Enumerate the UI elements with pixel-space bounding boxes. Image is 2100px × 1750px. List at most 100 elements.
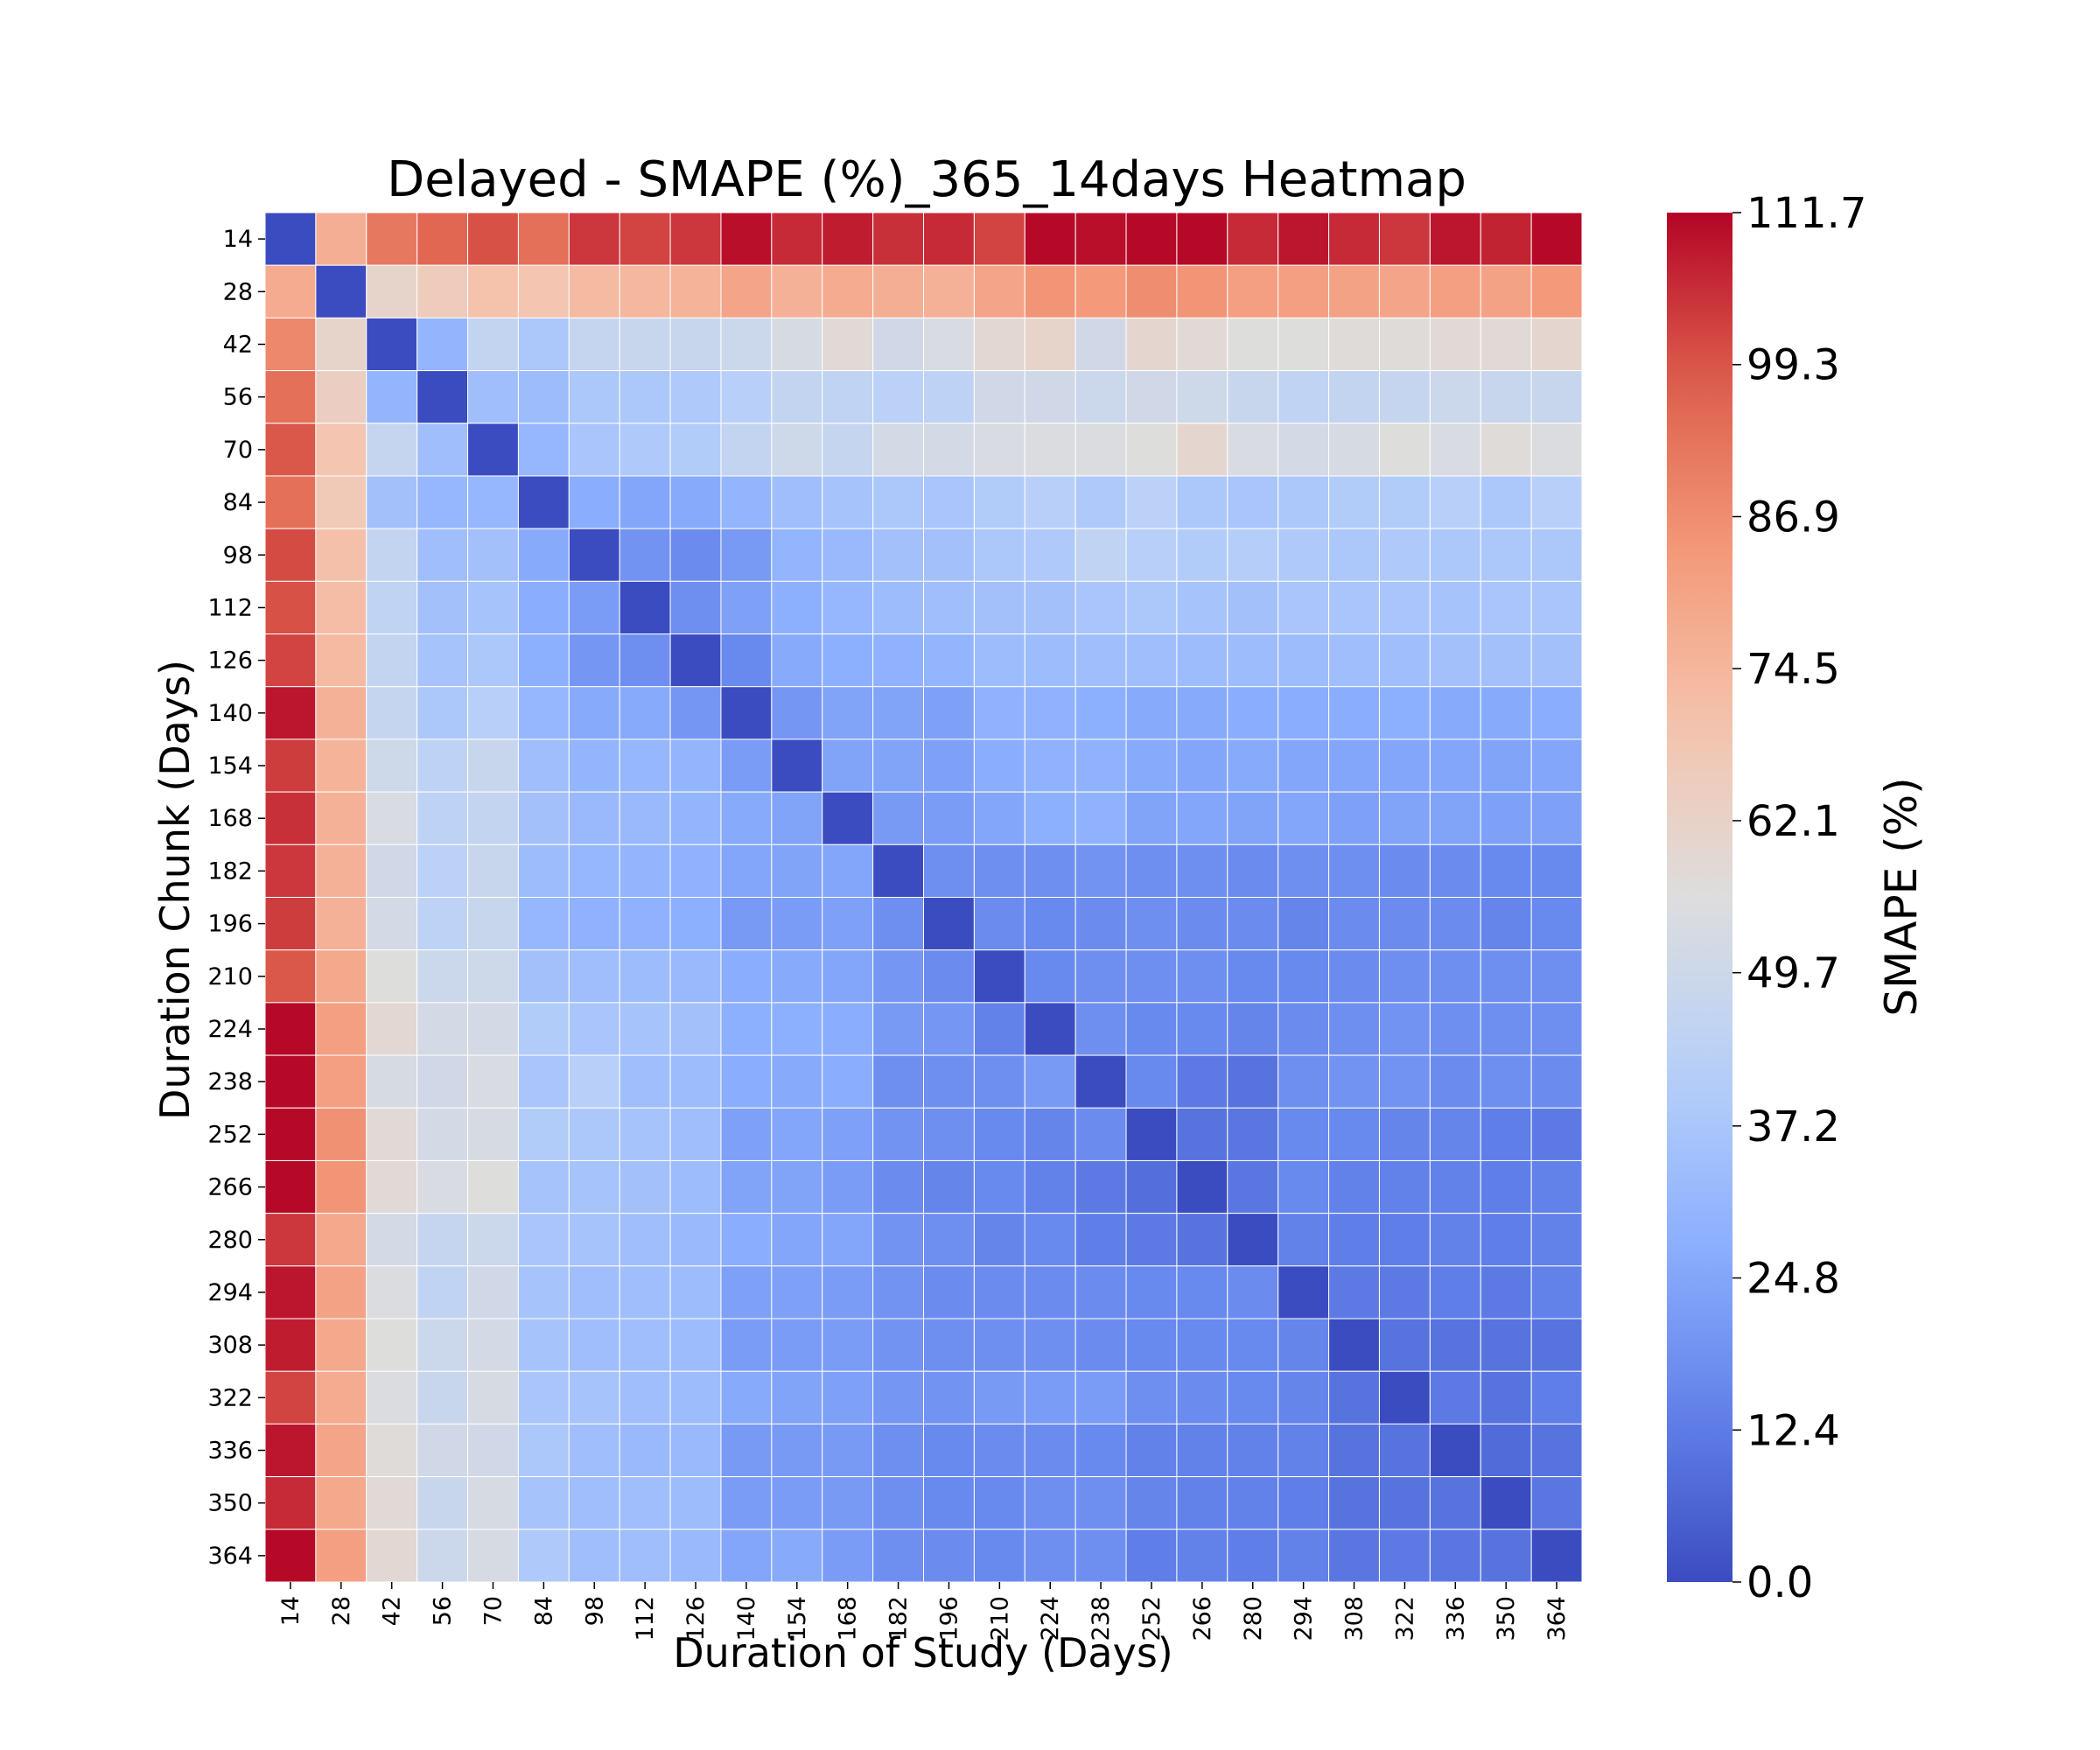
heatmap-cells bbox=[264, 212, 1583, 1583]
heatmap-cell bbox=[619, 844, 671, 898]
heatmap-cell bbox=[1480, 738, 1532, 793]
heatmap-cell bbox=[1429, 1054, 1481, 1109]
heatmap-cell bbox=[619, 1159, 671, 1214]
heatmap-cell bbox=[973, 1107, 1026, 1161]
heatmap-cell bbox=[872, 1423, 924, 1478]
heatmap-cell bbox=[619, 1476, 671, 1530]
heatmap-cell bbox=[1328, 1159, 1380, 1214]
y-tick-label: 238 bbox=[207, 1068, 253, 1096]
x-tick-labels: 14 28 42 56 70 84 98 112 126 140 154 168 182 196 210 22… bbox=[277, 1582, 1571, 1642]
heatmap-cell bbox=[669, 1213, 722, 1267]
heatmap-cell bbox=[366, 1159, 418, 1214]
heatmap-cell bbox=[1480, 791, 1532, 845]
heatmap-cell bbox=[264, 1529, 317, 1583]
heatmap-cell bbox=[720, 370, 773, 424]
heatmap-cell bbox=[568, 212, 620, 266]
heatmap-cell bbox=[1125, 1054, 1178, 1109]
x-tick-label: 70 bbox=[480, 1596, 508, 1626]
heatmap-cell bbox=[669, 791, 722, 845]
heatmap-cell bbox=[1278, 897, 1330, 951]
heatmap-cell bbox=[923, 738, 975, 793]
heatmap-cell bbox=[467, 1107, 519, 1161]
colorbar-tick-label: 12.4 bbox=[1746, 1406, 1840, 1455]
heatmap-cell bbox=[1176, 475, 1228, 529]
heatmap-cell bbox=[1176, 1107, 1228, 1161]
heatmap-cell bbox=[720, 212, 773, 266]
heatmap-cell bbox=[720, 686, 773, 740]
heatmap-cell bbox=[872, 475, 924, 529]
heatmap-cell bbox=[973, 634, 1026, 688]
heatmap-cell bbox=[416, 1107, 469, 1161]
heatmap-cell bbox=[923, 264, 975, 318]
heatmap-cell bbox=[1530, 1002, 1583, 1056]
heatmap-cell bbox=[1125, 738, 1178, 793]
heatmap-cell bbox=[1328, 949, 1380, 1004]
heatmap-cell bbox=[1125, 1476, 1178, 1530]
heatmap-cell bbox=[568, 1370, 620, 1424]
heatmap-cell bbox=[467, 949, 519, 1004]
heatmap-cell bbox=[1278, 1423, 1330, 1478]
heatmap-cell bbox=[771, 738, 823, 793]
heatmap-cell bbox=[1024, 1054, 1076, 1109]
heatmap-cell bbox=[1328, 1002, 1380, 1056]
heatmap-cell bbox=[822, 686, 874, 740]
heatmap-cell bbox=[315, 528, 368, 582]
y-tick-label: 280 bbox=[207, 1227, 253, 1254]
heatmap-cell bbox=[771, 1370, 823, 1424]
heatmap-cell bbox=[872, 1476, 924, 1530]
heatmap-cell bbox=[1227, 897, 1279, 951]
heatmap-cell bbox=[669, 634, 722, 688]
heatmap-cell bbox=[822, 738, 874, 793]
heatmap-cell bbox=[973, 212, 1026, 266]
x-tick-label: 140 bbox=[733, 1596, 760, 1642]
heatmap-cell bbox=[1227, 528, 1279, 582]
heatmap-cell bbox=[1429, 897, 1481, 951]
heatmap-cell bbox=[973, 370, 1026, 424]
heatmap-cell bbox=[619, 370, 671, 424]
heatmap-cell bbox=[720, 1423, 773, 1478]
heatmap-cell bbox=[822, 212, 874, 266]
y-tick-label: 112 bbox=[207, 594, 253, 621]
heatmap-cell bbox=[1480, 897, 1532, 951]
heatmap-cell bbox=[416, 1370, 469, 1424]
heatmap-cell bbox=[517, 1159, 570, 1214]
heatmap-cell bbox=[366, 1265, 418, 1320]
heatmap-cell bbox=[669, 264, 722, 318]
heatmap-cell bbox=[366, 1002, 418, 1056]
colorbar-tick-labels: 0.0 12.4 24.8 37.2 49.7 62.1 74.5 86.9 99.3 111.7 bbox=[1732, 189, 1866, 1607]
heatmap-cell bbox=[315, 738, 368, 793]
heatmap-cell bbox=[315, 1159, 368, 1214]
heatmap-cell bbox=[872, 370, 924, 424]
heatmap-cell bbox=[1480, 264, 1532, 318]
heatmap-cell bbox=[973, 1213, 1026, 1267]
heatmap-cell bbox=[467, 791, 519, 845]
heatmap-cell bbox=[1074, 212, 1127, 266]
heatmap-cell bbox=[315, 949, 368, 1004]
heatmap-cell bbox=[1074, 528, 1127, 582]
x-tick-label: 224 bbox=[1037, 1596, 1064, 1642]
heatmap-cell bbox=[517, 1370, 570, 1424]
heatmap-cell bbox=[1378, 1370, 1431, 1424]
heatmap-cell bbox=[1074, 738, 1127, 793]
heatmap-cell bbox=[568, 264, 620, 318]
heatmap-cell bbox=[1176, 423, 1228, 477]
heatmap-cell bbox=[1176, 844, 1228, 898]
heatmap-cell bbox=[1429, 738, 1481, 793]
heatmap-cell bbox=[1278, 1476, 1330, 1530]
heatmap-cell bbox=[923, 634, 975, 688]
heatmap-cell bbox=[973, 844, 1026, 898]
heatmap-cell bbox=[1024, 1423, 1076, 1478]
heatmap-cell bbox=[771, 1476, 823, 1530]
y-tick-label: 140 bbox=[207, 700, 253, 727]
heatmap-cell bbox=[1074, 1318, 1127, 1372]
heatmap-cell bbox=[467, 317, 519, 372]
heatmap-cell bbox=[1429, 580, 1481, 635]
heatmap-cell bbox=[517, 528, 570, 582]
heatmap-cell bbox=[822, 949, 874, 1004]
heatmap-cell bbox=[1328, 1529, 1380, 1583]
x-tick-label: 154 bbox=[784, 1596, 811, 1642]
heatmap-cell bbox=[619, 317, 671, 372]
heatmap-cell bbox=[1530, 212, 1583, 266]
heatmap-cell bbox=[872, 897, 924, 951]
heatmap-cell bbox=[1378, 1318, 1431, 1372]
